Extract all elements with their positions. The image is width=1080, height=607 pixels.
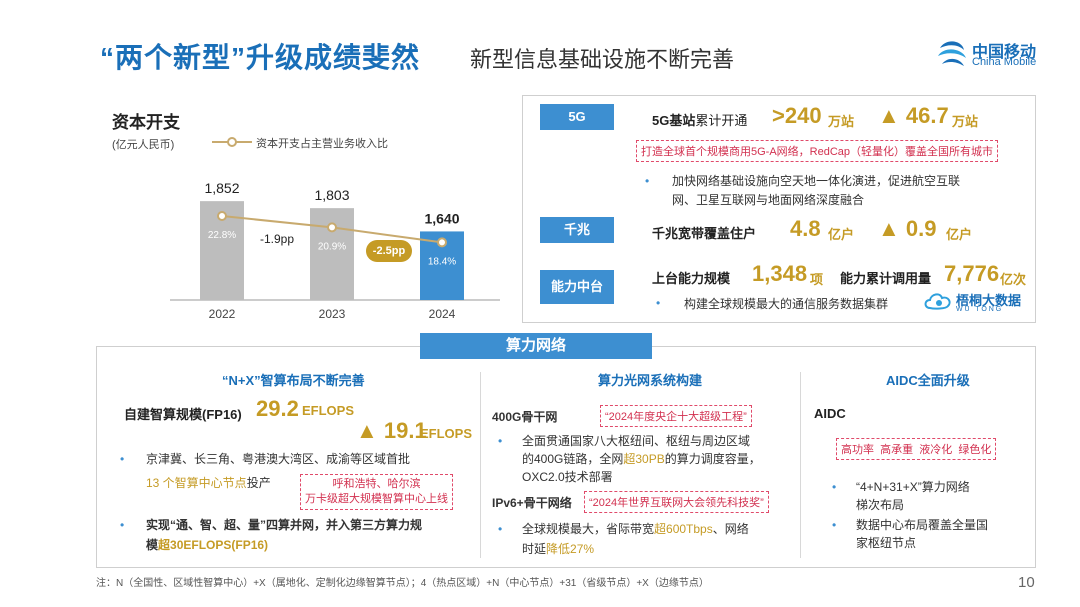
gigabit-value-total: 4.8 [790,216,821,241]
capability-value-calls: 7,776 [944,261,1000,286]
x-tick-label: 2022 [209,307,236,321]
bullet-icon: • [498,434,503,448]
col1-bullet2-line2: 模超30EFLOPS(FP16) [146,538,269,552]
gigabit-value-increase: ▲ 0.9 [878,216,937,241]
capex-title: 资本开支 [112,113,180,132]
column-divider [480,372,481,558]
legend-line-icon [212,137,252,147]
column-divider [800,372,801,558]
col3-heading: AIDC全面升级 [886,373,970,388]
col2-b2-line2: 时延降低27% [522,542,595,556]
col3-tags: 高功率 高承重 液冷化 绿色化 [836,438,997,460]
tag-5g: 5G [540,104,614,130]
bullet-icon: • [120,518,125,532]
capex-unit: (亿元人民币) [112,139,175,151]
col3-b2-line2: 家枢纽节点 [856,536,917,550]
col1-unit-total: EFLOPS [302,403,355,418]
wutong-brand-en: W U T O N G [956,306,1002,313]
logo-text-cn: 中国移动 [972,44,1037,61]
col3-b1-line1: “4+N+31+X”算力网络 [856,480,970,494]
capex-bar-chart: 1,852 2022 1,803 2023 1,640 2024 22.8% 20.9% 18.… [170,180,500,321]
col2-b1-line2: 的400G链路，全网超30PB的算力调度容量， [522,452,761,466]
col1-highlight-box: 呼和浩特、哈尔滨 万卡级超大规模智算中心上线 [300,474,453,510]
bar-value-label: 1,803 [314,187,349,203]
bullet-icon: • [498,522,503,536]
ratio-point [437,237,447,248]
ratio-point [327,222,337,233]
col2-heading: 算力光网系统构建 [598,373,703,388]
col3-b1-line2: 梯次布局 [856,498,905,512]
china-mobile-logo-icon [938,41,966,66]
col1-bullet2-line1: 实现“通、智、超、量”四算并网，并入第三方算力规 [146,518,423,532]
yoy-change-1: -1.9pp [260,232,295,246]
tag-gigabit: 千兆 [540,217,614,243]
bullet-icon: • [120,452,125,466]
5g-highlight-note: 打造全球首个规模商用5G-A网络，RedCap（轻量化）覆盖全国所有城市 [636,140,999,162]
5g-value-total: >240 [772,103,822,128]
capability-label-scale: 上台能力规模 [652,271,731,286]
page-title: “两个新型”升级成绩斐然 [100,42,421,73]
capability-label-calls: 能力累计调用量 [840,271,932,286]
col1-value-total: 29.2 [256,396,299,421]
capability-unit-scale: 项 [810,272,824,287]
bullet-icon: • [645,174,650,188]
wutong-cloud-icon [924,293,951,310]
bar-value-label: 1,852 [204,180,239,196]
page-subtitle: 新型信息基础设施不断完善 [470,47,735,72]
capability-bullet: 构建全球规模最大的通信服务数据集群 [684,297,889,311]
col2-b2-line1: 全球规模最大，省际带宽超600Tbps、网络 [522,522,749,536]
capability-value-scale: 1,348 [752,261,808,286]
bullet-icon: • [832,480,837,494]
col3-b2-line1: 数据中心布局覆盖全量国 [856,518,989,532]
5g-value-increase: ▲ 46.7 [878,103,949,128]
gigabit-unit-total: 亿户 [828,227,855,242]
gigabit-unit-increase: 亿户 [946,227,973,242]
col1-bullet1-line2: 13 个智算中心节点投产 [146,476,271,490]
ratio-label: 22.8% [208,230,236,241]
chart-legend: 资本开支占主营业务收入比 [256,138,388,150]
col1-bullet1-line1: 京津冀、长三角、粤港澳大湾区、成渝等区域首批 [146,452,411,466]
bullet-icon: • [832,518,837,532]
x-tick-label: 2023 [319,307,346,321]
page-number: 10 [1018,574,1035,591]
bar-2023 [310,208,354,300]
ratio-label: 18.4% [428,256,456,267]
5g-bullet-line2: 网、卫星互联网与地面网络深度融合 [672,193,865,207]
5g-unit-total: 万站 [828,114,855,129]
col1-heading: “N+X”智算布局不断完善 [222,373,365,388]
col2-sub2: IPv6+骨干网络 [492,496,572,510]
5g-bullet-line1: 加快网络基础设施向空天地一体化演进，促进航空互联 [672,174,961,188]
5g-label: 5G基站累计开通 [652,113,748,128]
ratio-label: 20.9% [318,241,346,252]
gigabit-label: 千兆宽带覆盖住户 [652,226,757,241]
col1-label: 自建智算规模(FP16) [124,407,242,422]
footnote: 注：N（全国性、区域性智算中心）+X（属地化、定制化边缘智算节点）；4（热点区域… [96,578,709,589]
col3-sub: AIDC [814,406,846,421]
logo-text-en: China Mobile [972,56,1037,68]
col1-value-increase: ▲ 19.1 [356,418,427,443]
col1-unit-increase: EFLOPS [420,426,473,441]
col2-award2: “2024年世界互联网大会领先科技奖” [584,491,769,513]
col2-award1: “2024年度央企十大超级工程” [600,405,752,427]
infrastructure-panel [522,95,1036,323]
yoy-change-2-badge: -2.5pp [366,240,412,262]
tag-capability-platform: 能力中台 [540,270,614,304]
x-tick-label: 2024 [429,307,456,321]
bar-value-label: 1,640 [424,210,459,226]
capability-unit-calls: 亿次 [1000,272,1027,287]
wutong-brand-cn: 梧桐大数据 [956,293,1022,308]
col2-b1-line3: OXC2.0技术部署 [522,470,613,484]
compute-network-band: 算力网络 [420,333,652,359]
ratio-point [217,211,227,221]
col2-b1-line1: 全面贯通国家八大枢纽间、枢纽与周边区域 [522,434,751,448]
bullet-icon: • [656,296,661,310]
col2-sub1: 400G骨干网 [492,410,558,424]
5g-unit-increase: 万站 [952,114,979,129]
